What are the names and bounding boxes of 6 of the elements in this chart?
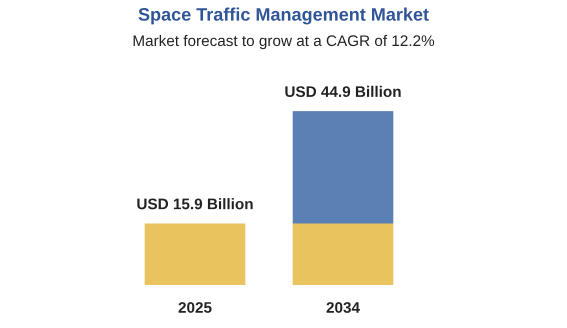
- total-label: USD 15.9 Billion: [137, 198, 253, 210]
- total-label: USD 44.9 Billion: [285, 86, 401, 98]
- x-tick-label: 2034: [326, 302, 360, 313]
- chart-title: Space Traffic Management Market: [138, 8, 429, 24]
- x-tick-label: 2025: [178, 302, 212, 313]
- chart-subtitle: Market forecast to grow at a CAGR of 12.2%: [134, 34, 434, 50]
